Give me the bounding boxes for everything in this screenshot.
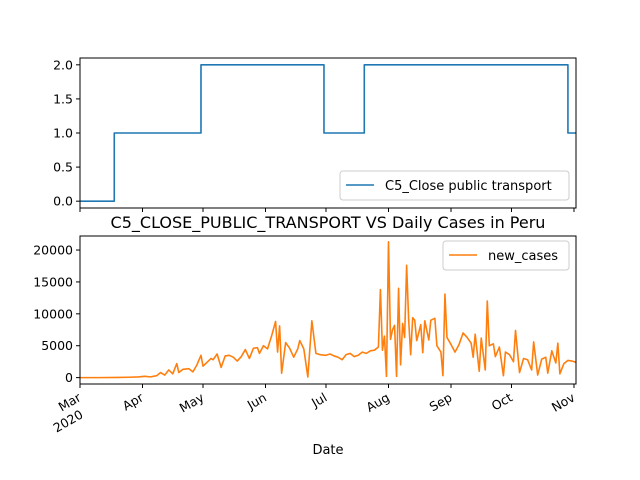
bottom-legend: new_cases — [442, 240, 570, 271]
bottom-y-tick-label: 10000 — [33, 306, 73, 321]
bottom-y-tick-label: 20000 — [33, 243, 73, 258]
bottom-y-tick-label: 0 — [65, 370, 73, 385]
top-legend-label: C5_Close public transport — [385, 179, 552, 194]
bottom-x-tick-label: Jul — [308, 390, 329, 411]
top-legend-box — [339, 170, 570, 201]
bottom-chart-title: C5_CLOSE_PUBLIC_TRANSPORT VS Daily Cases… — [111, 213, 546, 233]
top-y-ticks: 0.0 0.5 1.0 1.5 2.0 — [53, 57, 80, 209]
bottom-x-axis-label: Date — [312, 443, 343, 458]
top-y-tick-label: 2.0 — [53, 57, 73, 72]
top-legend: C5_Close public transport — [339, 170, 570, 201]
top-y-tick-label: 0.0 — [53, 194, 73, 209]
top-y-tick-label: 1.5 — [53, 91, 73, 106]
bottom-legend-label: new_cases — [488, 249, 558, 264]
top-plot-lines — [80, 64, 576, 202]
bottom-y-tick-label: 15000 — [33, 274, 73, 289]
bottom-y-ticks: 0 5000 10000 15000 20000 — [33, 243, 80, 385]
top-subplot: 0.0 0.5 1.0 1.5 2.0 C5_Close public transpor… — [53, 57, 577, 212]
bottom-legend-box — [442, 240, 570, 271]
bottom-axes-frame — [79, 235, 577, 385]
series-line-c5-close-public-transport — [80, 64, 576, 202]
top-y-tick-label: 0.5 — [53, 160, 73, 175]
top-x-ticks — [79, 208, 575, 212]
bottom-plot-lines — [80, 240, 577, 379]
series-line-new-cases — [80, 240, 577, 379]
top-y-tick-label: 1.0 — [53, 126, 73, 141]
bottom-y-tick-label: 5000 — [41, 338, 73, 353]
